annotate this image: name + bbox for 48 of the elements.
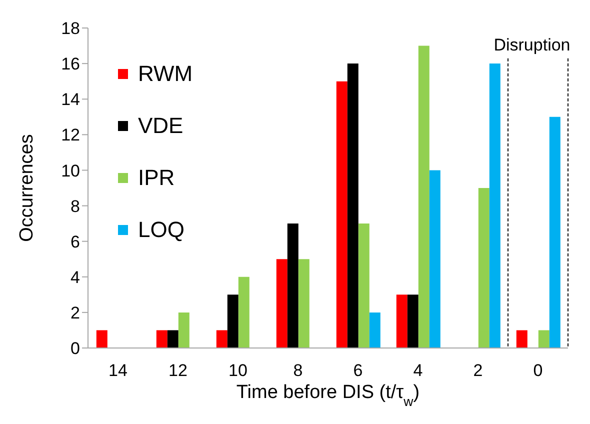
x-tick-label: 10	[228, 361, 248, 380]
x-tick-label: 8	[293, 361, 303, 380]
bar	[227, 294, 238, 348]
y-tick-label: 4	[70, 268, 80, 287]
legend-label: LOQ	[138, 217, 184, 243]
bar	[216, 330, 228, 348]
bar	[489, 64, 500, 348]
y-tick-label: 18	[61, 19, 80, 38]
y-tick-label: 12	[61, 126, 80, 145]
bar	[347, 64, 358, 348]
bar	[369, 312, 380, 348]
bar	[538, 330, 550, 348]
y-tick-label: 16	[61, 54, 80, 74]
annotation: Disruption	[494, 35, 570, 54]
y-axis-title: Occurrences	[16, 134, 38, 242]
bar	[429, 170, 440, 348]
bar	[167, 330, 178, 348]
x-tick-label: 6	[353, 361, 363, 380]
bar	[549, 116, 560, 348]
legend-label: IPR	[138, 165, 175, 191]
x-tick-label: 2	[473, 361, 483, 380]
y-tick-label: 6	[70, 232, 80, 252]
x-tick-label: 4	[413, 361, 423, 380]
bar	[298, 259, 310, 348]
y-tick-label: 2	[70, 303, 80, 322]
bar	[396, 294, 408, 348]
y-tick-label: 8	[70, 196, 80, 216]
bar	[156, 330, 168, 348]
x-tick-label: 12	[168, 361, 188, 380]
bar	[336, 81, 348, 348]
bar	[358, 224, 370, 348]
bar	[96, 330, 108, 348]
bar	[287, 224, 298, 348]
bar	[478, 188, 490, 348]
y-tick-label: 10	[61, 161, 80, 180]
x-tick-label: 0	[533, 361, 543, 380]
y-tick-label: 14	[61, 90, 80, 110]
x-tick-label: 14	[108, 361, 128, 380]
bar	[178, 312, 190, 348]
bar	[516, 330, 528, 348]
bar	[418, 46, 430, 348]
bar	[407, 294, 418, 348]
y-tick-label: 0	[70, 339, 80, 358]
legend-label: VDE	[138, 113, 184, 139]
bar	[238, 276, 250, 348]
x-axis-title: Time before DIS (t/τ$_{w}$)	[236, 382, 420, 408]
legend-label: RWM	[138, 61, 193, 87]
bar	[276, 259, 288, 348]
